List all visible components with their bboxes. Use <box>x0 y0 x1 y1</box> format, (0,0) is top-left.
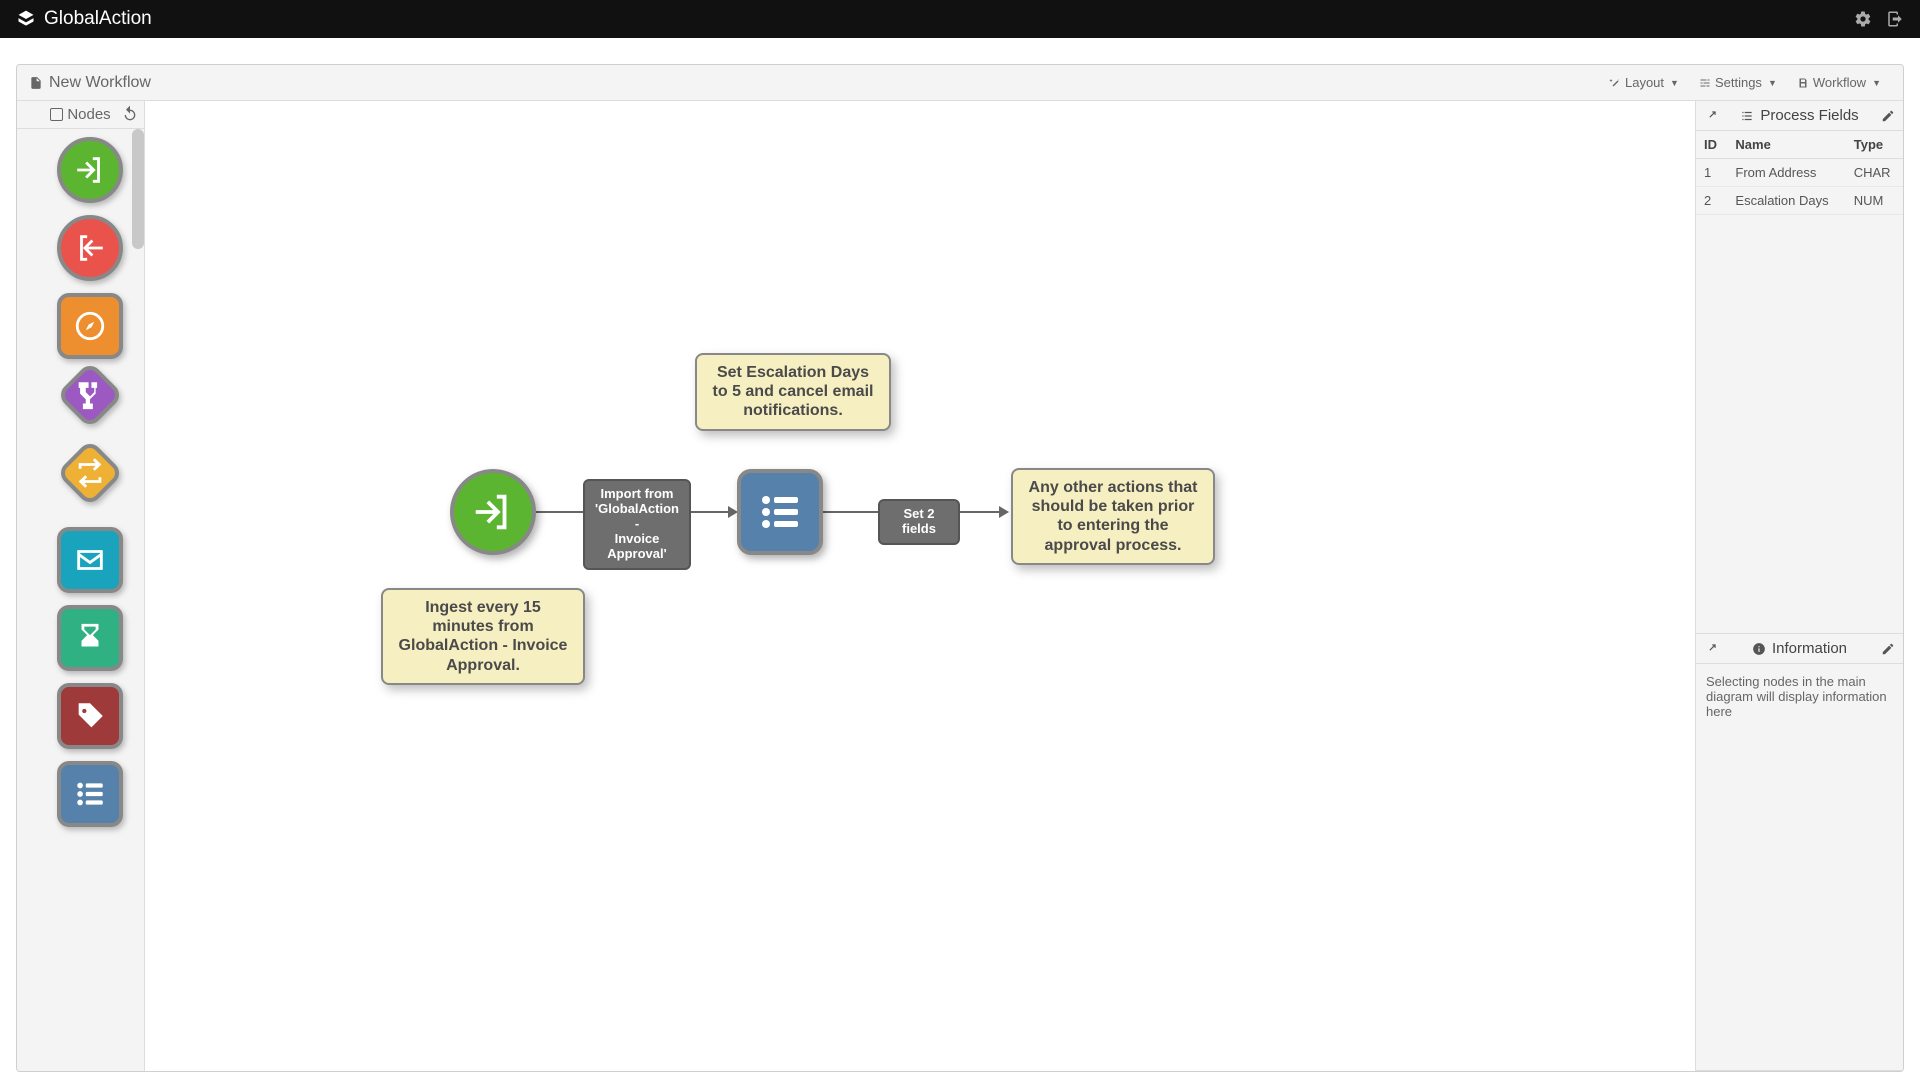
app-title: GlobalAction <box>44 8 152 30</box>
process-fields-title: Process Fields <box>1760 107 1858 124</box>
right-sidebar: Process Fields IDNameType 1From AddressC… <box>1695 101 1903 1071</box>
info-icon <box>1752 642 1766 656</box>
table-header: Name <box>1727 131 1845 159</box>
wand-icon <box>1609 77 1621 89</box>
palette-header: Nodes <box>17 101 144 129</box>
edge-label[interactable]: Set 2 fields <box>878 499 960 545</box>
edge-label[interactable]: Import from'GlobalAction -InvoiceApprova… <box>583 479 691 570</box>
arrowhead-icon <box>999 506 1009 518</box>
palette-tag-node[interactable] <box>57 683 123 749</box>
workflow-canvas[interactable]: Import from'GlobalAction -InvoiceApprova… <box>145 101 1695 1071</box>
table-row[interactable]: 1From AddressCHAR <box>1696 159 1903 187</box>
nodes-palette: Nodes <box>17 101 145 1071</box>
canvas-note[interactable]: Any other actions that should be taken p… <box>1011 468 1215 565</box>
palette-nav-node[interactable] <box>57 293 123 359</box>
workflow-editor: New Workflow Layout▼ Settings▼ Workflow▼… <box>16 64 1904 1072</box>
workflow-dropdown[interactable]: Workflow▼ <box>1787 71 1891 94</box>
list-icon <box>1740 109 1754 123</box>
palette-list-node[interactable] <box>57 761 123 827</box>
table-row[interactable]: 2Escalation DaysNUM <box>1696 187 1903 215</box>
file-icon <box>29 75 43 91</box>
logout-icon[interactable] <box>1886 10 1904 28</box>
canvas-setfields-node[interactable] <box>737 469 823 555</box>
pencil-icon[interactable] <box>1881 642 1895 656</box>
palette-mail-node[interactable] <box>57 527 123 593</box>
undo-icon[interactable] <box>122 105 138 121</box>
canvas-start-node[interactable] <box>450 469 536 555</box>
page-title: New Workflow <box>29 74 151 92</box>
popout-icon[interactable] <box>1704 642 1718 656</box>
information-title: Information <box>1772 640 1847 657</box>
pencil-icon[interactable] <box>1881 109 1895 123</box>
information-body: Selecting nodes in the main diagram will… <box>1696 664 1903 729</box>
app-topbar: GlobalAction <box>0 0 1920 38</box>
canvas-note[interactable]: Set Escalation Days to 5 and cancel emai… <box>695 353 891 431</box>
palette-loop-node[interactable] <box>57 449 123 515</box>
palette-start-node[interactable] <box>57 137 123 203</box>
information-panel: Information Selecting nodes in the main … <box>1696 634 1903 1071</box>
logo-icon <box>16 9 36 29</box>
settings-dropdown[interactable]: Settings▼ <box>1689 71 1787 94</box>
save-icon <box>1797 77 1809 89</box>
canvas-note[interactable]: Ingest every 15 minutes from GlobalActio… <box>381 588 585 685</box>
popout-icon[interactable] <box>1704 109 1718 123</box>
palette-end-node[interactable] <box>57 215 123 281</box>
gear-icon[interactable] <box>1854 10 1872 28</box>
sliders-icon <box>1699 77 1711 89</box>
palette-wait-node[interactable] <box>57 605 123 671</box>
process-fields-panel: Process Fields IDNameType 1From AddressC… <box>1696 101 1903 634</box>
table-header: Type <box>1846 131 1903 159</box>
layout-dropdown[interactable]: Layout▼ <box>1599 71 1689 94</box>
palette-decision-node[interactable] <box>57 371 123 437</box>
app-logo: GlobalAction <box>16 8 152 30</box>
square-icon <box>50 108 63 121</box>
editor-toolbar: New Workflow Layout▼ Settings▼ Workflow▼ <box>17 65 1903 101</box>
palette-scrollbar[interactable] <box>132 129 144 249</box>
process-fields-table: IDNameType 1From AddressCHAR2Escalation … <box>1696 131 1903 215</box>
table-header: ID <box>1696 131 1727 159</box>
